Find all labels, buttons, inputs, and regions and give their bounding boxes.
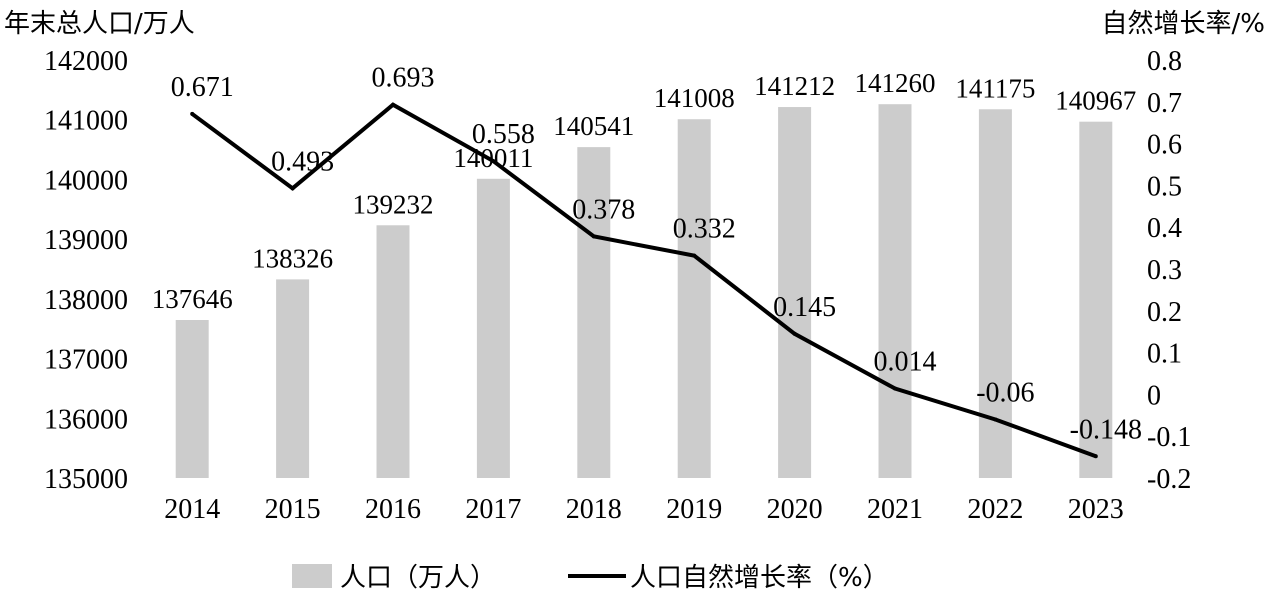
x-tick-label: 2021 <box>867 494 923 525</box>
x-tick-label: 2014 <box>164 494 220 525</box>
bar <box>276 279 310 478</box>
legend-line-label: 人口自然增长率（%） <box>630 563 889 593</box>
y-right-tick-label: 0.8 <box>1147 46 1182 77</box>
line-point <box>692 253 697 258</box>
line-data-label: 0.671 <box>171 72 234 103</box>
bar <box>1079 121 1113 478</box>
bar-data-label: 141212 <box>754 71 835 101</box>
x-axis: 2014 2015 2016 2017 2018 2019 2020 2021 2022 2023 <box>164 494 1124 525</box>
y-right-tick-label: 0.1 <box>1147 339 1182 370</box>
bar-series <box>175 104 1113 478</box>
y-right-tick-label: 0.7 <box>1147 88 1182 119</box>
y-axis-right: 0.8 0.7 0.6 0.5 0.4 0.3 0.2 0.1 0 -0.1 -0.2 <box>1147 46 1191 495</box>
y-left-tick-label: 137000 <box>44 345 128 376</box>
bar <box>376 225 410 478</box>
legend-bar-label: 人口（万人） <box>340 563 496 593</box>
x-tick-label: 2018 <box>566 494 622 525</box>
bar <box>677 119 711 478</box>
legend: 人口（万人） 人口自然增长率（%） <box>292 563 889 593</box>
y-left-tick-label: 142000 <box>44 46 128 77</box>
bar <box>175 319 209 478</box>
line-path <box>191 102 1097 459</box>
y-right-tick-label: -0.2 <box>1147 464 1191 495</box>
line-data-label: 0.145 <box>773 292 836 323</box>
y-left-tick-label: 138000 <box>44 285 128 316</box>
bar <box>476 178 510 478</box>
line-data-label: 0.693 <box>372 63 435 94</box>
x-tick-label: 2023 <box>1068 494 1124 525</box>
bar <box>778 107 812 478</box>
x-tick-label: 2020 <box>767 494 823 525</box>
line-point <box>591 234 596 239</box>
line-point <box>993 417 998 422</box>
line-data-label: -0.06 <box>976 377 1034 408</box>
bar-data-label: 140541 <box>553 111 634 141</box>
line-data-label: 0.493 <box>271 146 334 177</box>
x-tick-label: 2015 <box>265 494 321 525</box>
line-data-label: 0.014 <box>874 347 937 378</box>
bar <box>878 104 912 478</box>
legend-bar-swatch <box>292 564 332 588</box>
y-left-tick-label: 135000 <box>44 464 128 495</box>
x-tick-label: 2016 <box>365 494 421 525</box>
bar-data-label: 141175 <box>955 73 1035 103</box>
x-tick-label: 2017 <box>465 494 521 525</box>
line-point <box>290 186 295 191</box>
y-right-tick-label: 0.5 <box>1147 171 1182 202</box>
line-data-label: -0.148 <box>1070 414 1142 445</box>
bar-data-label: 139232 <box>353 189 434 219</box>
bar-data-label: 137646 <box>152 284 233 314</box>
y-left-tick-label: 136000 <box>44 404 128 435</box>
line-point <box>491 159 496 164</box>
y-left-tick-label: 139000 <box>44 225 128 256</box>
line-data-label: 0.332 <box>673 214 736 245</box>
y-axis-left-title: 年末总人口/万人 <box>4 9 195 39</box>
line-point <box>792 331 797 336</box>
bar-data-label: 141008 <box>654 83 735 113</box>
y-right-tick-label: 0.3 <box>1147 255 1182 286</box>
y-right-tick-label: -0.1 <box>1147 422 1191 453</box>
x-tick-label: 2022 <box>967 494 1023 525</box>
line-data-label: 0.558 <box>472 119 535 150</box>
y-left-tick-label: 140000 <box>44 165 128 196</box>
line-point <box>1093 454 1098 459</box>
bar-data-label: 141260 <box>855 68 936 98</box>
y-right-tick-label: 0.6 <box>1147 130 1182 161</box>
line-data-label: 0.378 <box>572 194 635 225</box>
x-tick-label: 2019 <box>666 494 722 525</box>
line-point <box>391 102 395 107</box>
y-axis-left: 142000 141000 140000 139000 138000 137000 1360… <box>44 46 128 495</box>
y-right-tick-label: 0.4 <box>1147 213 1182 244</box>
line-point <box>190 111 195 116</box>
line-point <box>893 386 897 391</box>
y-axis-right-title: 自然增长率/% <box>1102 9 1265 39</box>
y-right-tick-label: 0.2 <box>1147 297 1182 328</box>
line-labels: 0.671 0.493 0.693 0.558 0.378 0.332 0.145 0.014… <box>171 63 1142 446</box>
line-series <box>190 102 1098 459</box>
bar-data-label: 140967 <box>1055 86 1136 116</box>
y-left-tick-label: 141000 <box>44 106 128 137</box>
y-right-tick-label: 0 <box>1147 380 1161 411</box>
bar <box>577 147 611 478</box>
bar-data-label: 138326 <box>252 243 333 273</box>
